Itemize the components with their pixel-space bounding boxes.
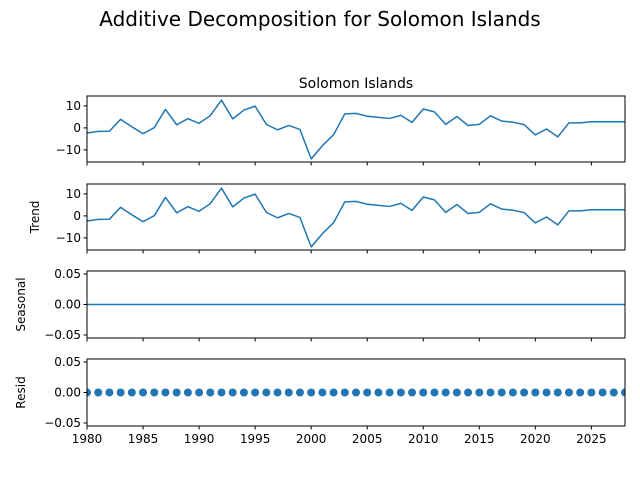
resid-point [363,388,372,397]
series-line-trend [86,187,625,248]
ylabel-seasonal: Seasonal [14,277,28,331]
resid-points [87,388,625,397]
resid-point [531,388,540,397]
resid-point [587,388,596,397]
resid-point [621,388,625,397]
resid-point [564,388,573,397]
resid-point [105,388,114,397]
resid-point [352,388,360,397]
resid-point [553,388,562,397]
resid-point [452,388,461,397]
chart-suptitle: Additive Decomposition for Solomon Islan… [99,7,540,31]
resid-point [172,388,181,397]
axes-frame-resid [86,358,626,427]
resid-point [150,388,159,397]
resid-point [486,388,495,397]
resid-point [576,388,585,397]
panel-trend: 10 0 −10 Trend [28,183,626,254]
ylabel-trend: Trend [28,201,42,235]
ytick-label: 10 [66,187,81,201]
resid-point [161,388,170,397]
resid-point [295,388,304,397]
axes-frame-seasonal [86,270,626,339]
ytick-label: 0.05 [54,267,81,281]
ytick-label: 0.00 [54,386,81,400]
resid-point [374,388,383,397]
ytick-label: −0.05 [44,416,81,430]
resid-point [127,388,136,397]
resid-point [139,388,148,397]
xtick-label: 2005 [352,432,383,446]
resid-point [520,388,529,397]
resid-point [87,388,91,397]
ytick-label: 0 [73,209,81,223]
resid-point [251,388,260,397]
resid-point [307,388,316,397]
resid-point [340,388,349,397]
xtick-label: 1980 [72,432,103,446]
resid-point [508,388,517,397]
ytick-label: 0 [73,121,81,135]
ytick-label: 10 [66,99,81,113]
resid-point [396,388,405,397]
resid-point [475,388,484,397]
xtick-label: 2000 [296,432,327,446]
xtick-label: 1985 [128,432,159,446]
resid-point [441,388,450,397]
panel-title: Solomon Islands [299,76,413,92]
resid-point [464,388,473,397]
ytick-label: 0.05 [54,355,81,369]
panels-group: 100−10100−10Trend0.050.00−0.05Seasonal0.… [14,95,626,446]
resid-point [206,388,215,397]
resid-point [273,388,282,397]
axes-frame-trend [86,183,626,251]
resid-point [94,388,103,397]
resid-point [195,388,204,397]
xtick-label: 2020 [520,432,551,446]
resid-point [542,388,551,397]
resid-point [262,388,271,397]
xtick-label: 1995 [240,432,271,446]
resid-point [217,388,226,397]
resid-point [284,388,293,397]
resid-point [419,388,428,397]
panel-observed: 10 0 −10 [56,95,626,166]
ytick-label: 0.00 [54,298,81,312]
resid-point [598,388,607,397]
resid-point [385,388,394,397]
xtick-label: 2025 [576,432,607,446]
ytick-label: −0.05 [44,328,81,342]
resid-point [239,388,248,397]
resid-point [329,388,338,397]
panel-resid: 0.05 0.00 −0.05 Resid 1980 1985 1990 1995 2000 20… [14,355,626,446]
panel-seasonal: 0.05 0.00 −0.05 Seasonal [14,267,626,342]
resid-point [408,388,417,397]
resid-point [116,388,125,397]
resid-point [318,388,327,397]
axes-frame-observed [86,95,626,163]
xtick-label: 2015 [464,432,495,446]
resid-point [430,388,439,397]
resid-point [228,388,237,397]
xtick-label: 1990 [184,432,215,446]
resid-point [609,388,618,397]
series-line-observed [86,99,625,160]
ytick-label: −10 [56,231,81,245]
ylabel-resid: Resid [14,376,28,408]
resid-point [183,388,192,397]
resid-point [497,388,506,397]
xtick-label: 2010 [408,432,439,446]
ytick-label: −10 [56,143,81,157]
